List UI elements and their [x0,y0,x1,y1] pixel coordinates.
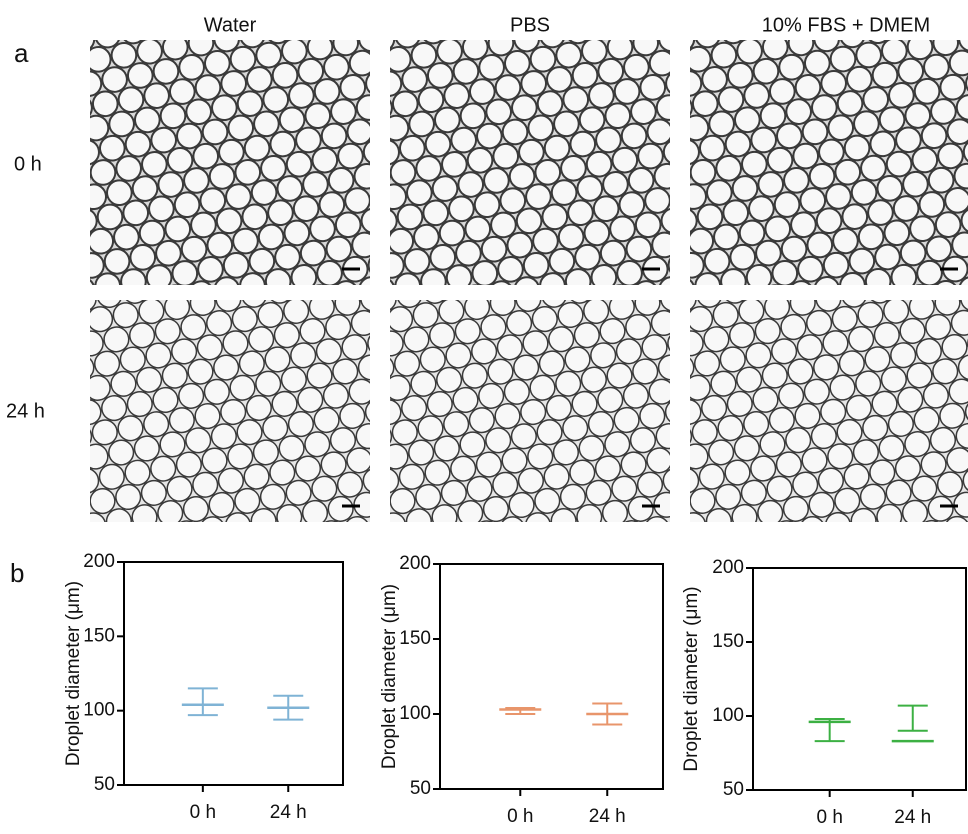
x-tick-label: 0 h [507,806,533,827]
panel-label: b [10,558,24,588]
micrograph [90,300,370,522]
droplets [390,40,670,285]
chart: 50 100 150 200 Droplet diameter (μm) 0 h 24 h [681,557,967,828]
y-axis-label: Droplet diameter (μm) [63,581,84,766]
micrograph [390,40,670,285]
micrograph [90,40,370,285]
droplets [90,300,370,522]
y-tick-label: 50 [723,779,744,800]
droplets [690,40,968,285]
y-tick-label: 50 [410,778,431,799]
plot-frame [439,563,664,790]
chart: 50 100 150 200 Droplet diameter (μm) 0 h 24 h [63,551,344,823]
y-tick-label: 50 [94,774,115,795]
error-bar [897,704,928,732]
micrographs [90,40,968,522]
row-label: 0 h [14,153,42,175]
x-tick-label: 24 h [589,806,626,827]
y-tick-label: 200 [399,553,431,574]
droplets [90,40,370,285]
y-tick-label: 200 [712,557,744,578]
row-label: 24 h [6,400,45,422]
y-tick-label: 100 [712,705,744,726]
y-tick-label: 150 [399,628,431,649]
panel-label: a [14,38,29,68]
column-header: PBS [510,14,550,36]
x-tick-label: 24 h [270,802,307,823]
y-axis-label: Droplet diameter (μm) [379,584,400,769]
chart: 50 100 150 200 Droplet diameter (μm) 0 h 24 h [379,553,664,827]
x-tick-label: 0 h [190,802,216,823]
column-header: 10% FBS + DMEM [762,14,930,36]
y-tick-label: 150 [83,625,115,646]
y-axis-label: Droplet diameter (μm) [681,586,702,771]
droplets [690,300,968,522]
y-tick-label: 100 [83,700,115,721]
y-tick-label: 200 [83,551,115,572]
y-tick-label: 100 [399,703,431,724]
micrograph [690,300,968,522]
y-tick-label: 150 [712,631,744,652]
droplets [390,300,670,522]
x-tick-label: 24 h [894,807,931,828]
column-header: Water [204,14,257,36]
plot-frame [123,561,344,786]
error-bar [187,687,218,717]
micrograph [390,300,670,522]
x-tick-label: 0 h [816,807,842,828]
micrograph [690,40,968,285]
plot-frame [752,567,967,791]
